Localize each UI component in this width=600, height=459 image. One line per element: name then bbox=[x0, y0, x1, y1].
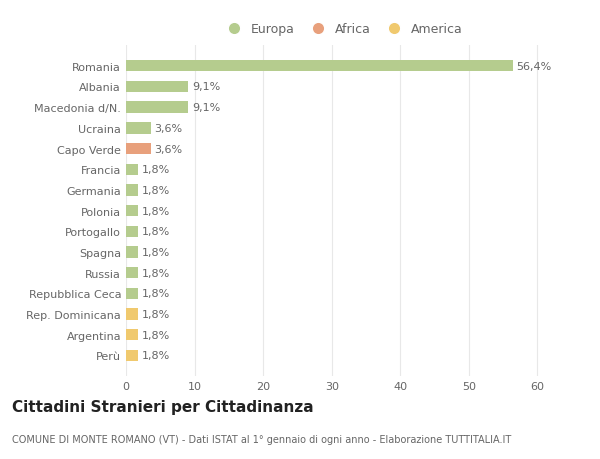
Text: 9,1%: 9,1% bbox=[192, 82, 220, 92]
Legend: Europa, Africa, America: Europa, Africa, America bbox=[218, 19, 467, 39]
Text: 1,8%: 1,8% bbox=[142, 165, 170, 175]
Text: COMUNE DI MONTE ROMANO (VT) - Dati ISTAT al 1° gennaio di ogni anno - Elaborazio: COMUNE DI MONTE ROMANO (VT) - Dati ISTAT… bbox=[12, 434, 511, 444]
Text: 1,8%: 1,8% bbox=[142, 289, 170, 299]
Text: 9,1%: 9,1% bbox=[192, 103, 220, 113]
Bar bbox=[126, 226, 139, 237]
Bar bbox=[126, 82, 188, 93]
Bar bbox=[126, 350, 139, 361]
Bar bbox=[126, 309, 139, 320]
Text: 56,4%: 56,4% bbox=[516, 62, 551, 72]
Text: 3,6%: 3,6% bbox=[154, 123, 182, 134]
Text: 1,8%: 1,8% bbox=[142, 227, 170, 237]
Bar bbox=[126, 61, 513, 72]
Text: Cittadini Stranieri per Cittadinanza: Cittadini Stranieri per Cittadinanza bbox=[12, 399, 314, 414]
Bar bbox=[126, 123, 151, 134]
Bar bbox=[126, 268, 139, 279]
Bar bbox=[126, 102, 188, 113]
Bar bbox=[126, 330, 139, 341]
Text: 1,8%: 1,8% bbox=[142, 268, 170, 278]
Bar bbox=[126, 206, 139, 217]
Text: 1,8%: 1,8% bbox=[142, 206, 170, 216]
Text: 1,8%: 1,8% bbox=[142, 309, 170, 319]
Text: 1,8%: 1,8% bbox=[142, 247, 170, 257]
Text: 1,8%: 1,8% bbox=[142, 351, 170, 361]
Bar bbox=[126, 164, 139, 175]
Bar bbox=[126, 185, 139, 196]
Bar bbox=[126, 288, 139, 299]
Bar bbox=[126, 144, 151, 155]
Bar bbox=[126, 247, 139, 258]
Text: 3,6%: 3,6% bbox=[154, 144, 182, 154]
Text: 1,8%: 1,8% bbox=[142, 330, 170, 340]
Text: 1,8%: 1,8% bbox=[142, 185, 170, 196]
